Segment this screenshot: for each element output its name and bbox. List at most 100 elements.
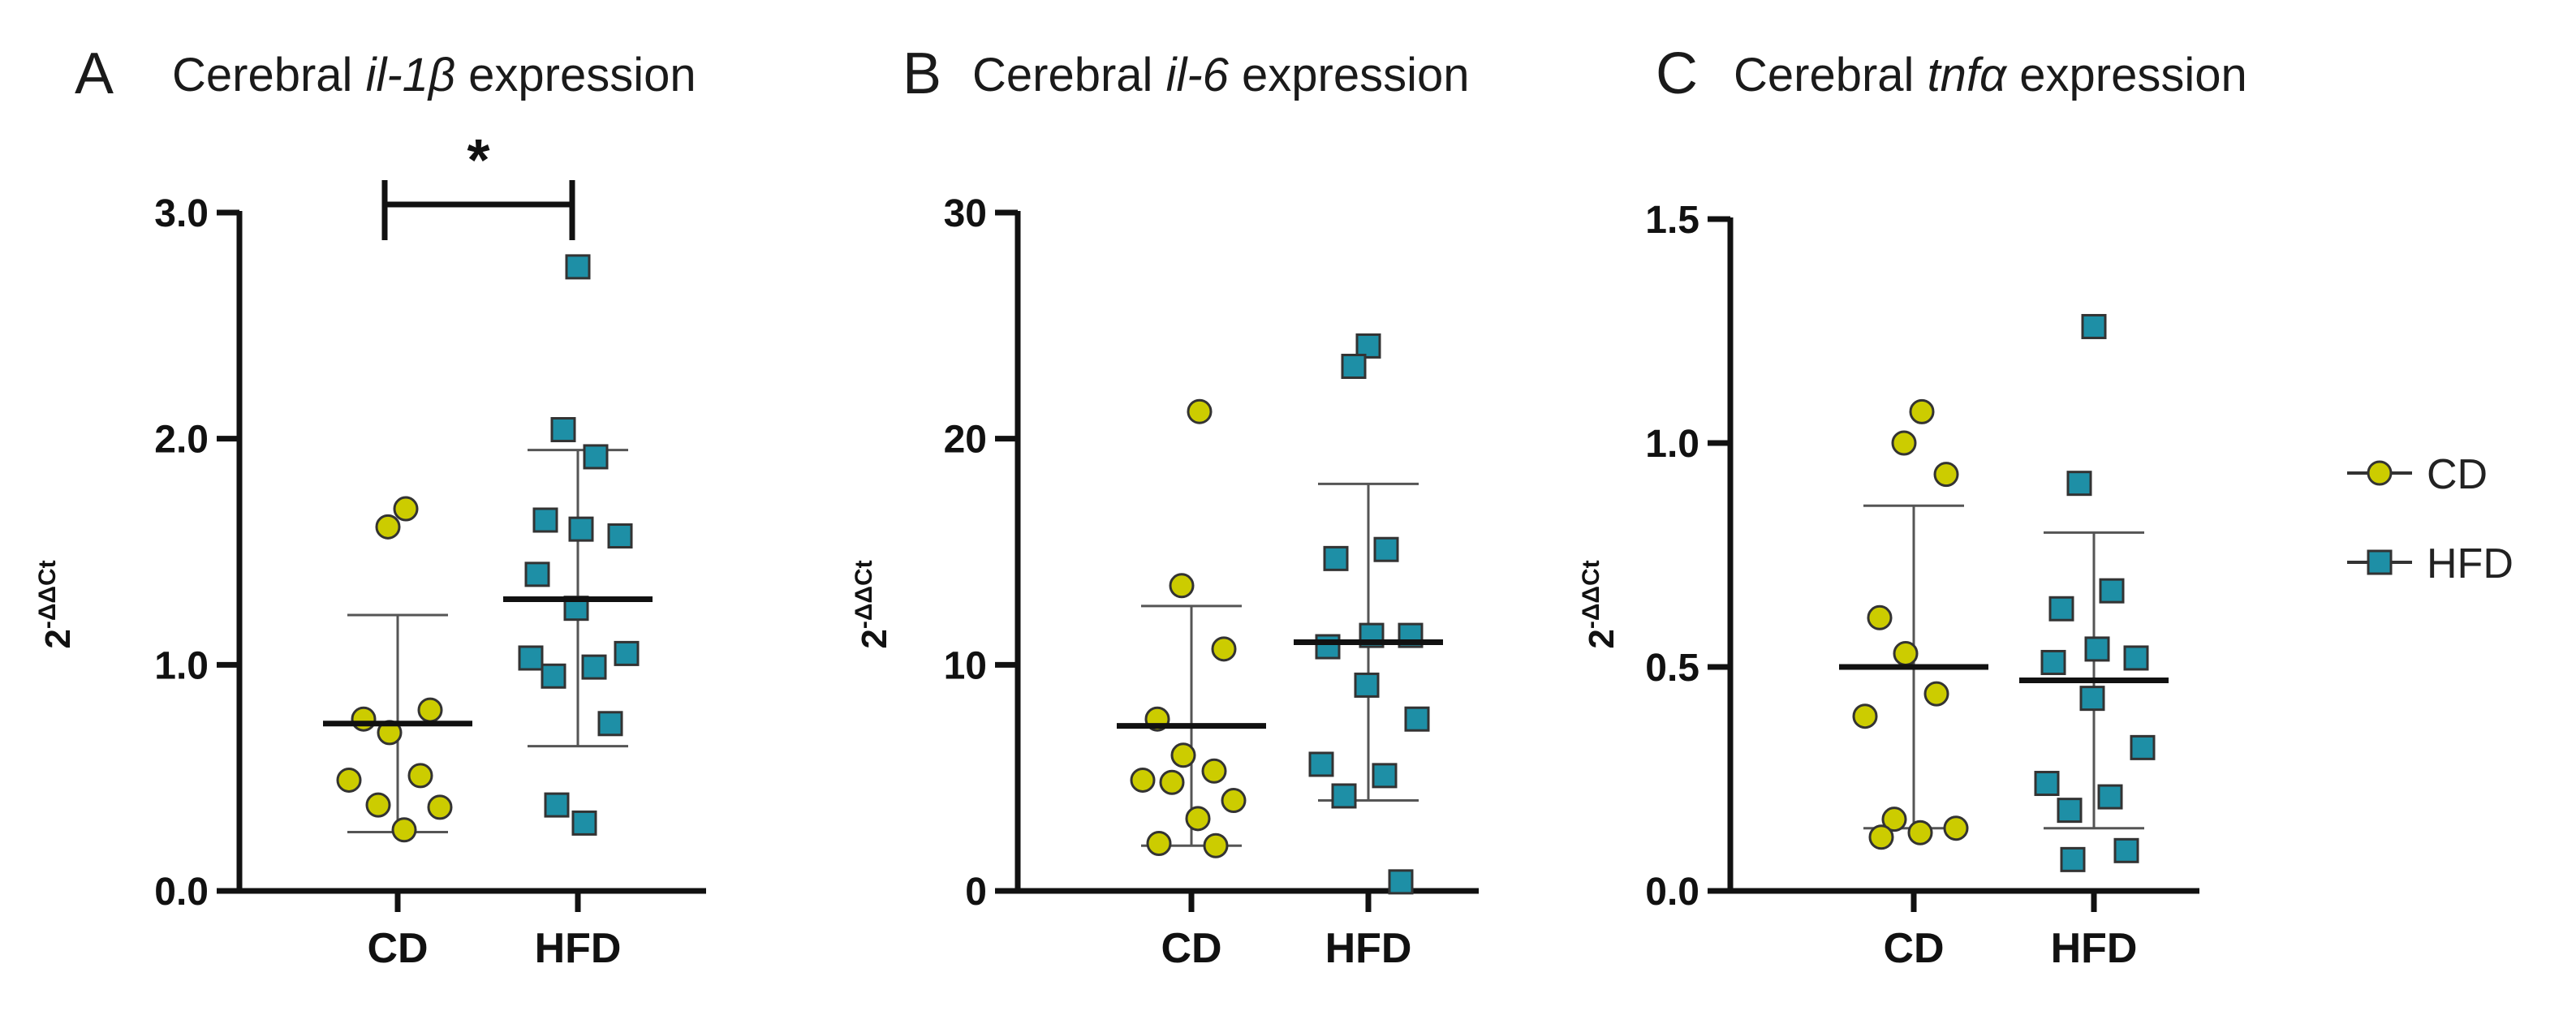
panel-c-y-tick-label: 0.0	[1645, 871, 1699, 914]
panel-c-title-gene: tnfα	[1928, 49, 2008, 101]
panel-c-title-prefix: Cerebral	[1734, 49, 1914, 101]
panel-a-x-tick-label: CD	[367, 925, 428, 972]
panel-a-plot: 0.0 1.0 2.0 3.0 CD HFD *	[154, 128, 706, 972]
panel-c-y-tick-label: 1.0	[1645, 423, 1699, 466]
panel-a-x-tick-label: HFD	[535, 925, 622, 972]
panel-c-cd-point	[1868, 824, 1894, 850]
panel-b-hfd-point	[1404, 706, 1430, 732]
panel-a-cd-point	[336, 767, 362, 793]
panel-a-hfd-point	[614, 640, 640, 666]
panel-c-hfd-point	[2060, 846, 2086, 872]
panel-b-hfd-point	[1373, 536, 1399, 562]
panel-a-hfd-point	[597, 711, 623, 737]
panel-c-y-tick-label: 1.5	[1645, 199, 1699, 242]
panel-c-y-axis-label-base: 2	[1582, 629, 1622, 648]
panel-a-y-tick-label: 3.0	[154, 192, 209, 235]
panel-c-y-axis-label: 2-ΔΔCt	[1578, 560, 1622, 648]
panel-a-hfd-point	[524, 561, 550, 587]
legend: CD HFD	[2347, 451, 2514, 587]
panel-c-cd-point	[1907, 820, 1933, 845]
panel-b-x-tick-label: HFD	[1325, 925, 1412, 972]
panel-c-hfd-point	[2057, 798, 2083, 824]
panel-a-hfd-point	[532, 507, 558, 533]
panel-a: A Cerebral il-1β expression 2-ΔΔCt 0.0 1.…	[34, 41, 706, 972]
panel-b-hfd-point	[1308, 751, 1334, 777]
panel-a-hfd-point	[571, 810, 597, 836]
panel-a-hfd-point	[544, 792, 570, 818]
panel-b-hfd-point	[1354, 672, 1380, 698]
panel-b-title-prefix: Cerebral	[972, 49, 1152, 101]
panel-b-cd-point	[1203, 832, 1229, 858]
panel-c-y-axis-label-exp: -ΔΔCt	[1578, 560, 1605, 629]
panel-a-cd-point	[351, 706, 377, 732]
panel-c-title: Cerebral tnfα expression	[1734, 49, 2247, 101]
panel-b-cd-point	[1170, 742, 1196, 768]
panel-b-cd-point	[1185, 806, 1211, 832]
legend-item-hfd: HFD	[2347, 540, 2514, 587]
panel-a-title: Cerebral il-1β expression	[172, 49, 696, 101]
panel-a-y-tick-label: 2.0	[154, 419, 209, 462]
panel-b-title-suffix: expression	[1242, 49, 1469, 101]
panel-a-y-tick-label: 1.0	[154, 644, 209, 687]
panel-a-cd-point	[375, 514, 401, 540]
panel-c-cd-point	[1893, 640, 1919, 666]
panel-a-y-axis-label-base: 2	[38, 629, 78, 648]
panel-b-y-axis-label: 2-ΔΔCt	[851, 560, 894, 648]
panel-b-cd-point	[1221, 788, 1247, 814]
panel-b-cd-point	[1146, 830, 1172, 856]
panel-b: B Cerebral il-6 expression 2-ΔΔCt 0 10 20 3…	[851, 41, 1479, 972]
panel-a-y-axis-label: 2-ΔΔCt	[34, 560, 78, 648]
panel-a-y-tick-label: 0.0	[154, 871, 209, 914]
panel-a-hfd-point	[581, 654, 607, 680]
panel-b-hfd-point	[1331, 783, 1357, 809]
panel-b-cd-point	[1201, 758, 1227, 784]
panel-c-hfd-point	[2081, 313, 2107, 339]
panel-a-cd-point	[365, 792, 391, 818]
panel-a-hfd-point	[518, 645, 544, 671]
panel-a-title-gene: il-1β	[366, 49, 455, 101]
panel-c-hfd-point	[2084, 636, 2110, 662]
panel-a-significance-star: *	[467, 128, 489, 193]
panel-b-y-tick-label: 10	[944, 644, 987, 687]
panel-b-cd-point	[1169, 573, 1195, 599]
panel-b-hfd-point	[1372, 763, 1398, 789]
panel-c-y-tick-label: 0.5	[1645, 647, 1699, 690]
panel-a-letter: A	[75, 41, 114, 106]
panel-b-hfd-point	[1388, 869, 1414, 895]
panel-c-hfd-point	[2066, 471, 2092, 497]
panel-b-letter: B	[902, 41, 941, 106]
panel-b-y-axis-label-exp: -ΔΔCt	[851, 560, 877, 629]
panel-b-y-tick-label: 20	[944, 419, 987, 462]
panel-a-hfd-point	[550, 417, 576, 443]
panel-a-hfd-point	[568, 516, 594, 542]
panel-c-x-tick-label: HFD	[2051, 925, 2138, 972]
panel-c-hfd-point	[2130, 734, 2156, 760]
panel-c-hfd-point	[2123, 645, 2149, 671]
legend-item-cd: CD	[2347, 451, 2488, 498]
panel-c-cd-point	[1881, 807, 1907, 832]
legend-cd-marker	[2367, 460, 2393, 486]
panel-c-hfd-point	[2040, 649, 2066, 675]
panel-c-plot: 0.0 0.5 1.0 1.5 CD HFD	[1645, 199, 2199, 972]
panel-a-hfd-point	[607, 523, 633, 549]
panel-b-hfd-point	[1315, 634, 1341, 660]
panel-b-title: Cerebral il-6 expression	[972, 49, 1470, 101]
panel-b-hfd-point	[1355, 333, 1381, 359]
panel-a-hfd-point	[541, 663, 566, 689]
panel-a-cd-point	[393, 496, 419, 522]
panel-c: C Cerebral tnfα expression 2-ΔΔCt 0.0 0.5…	[1578, 41, 2247, 972]
panel-b-cd-point	[1159, 769, 1185, 795]
panel-c-hfd-point	[2079, 686, 2105, 712]
panel-a-cd-point	[427, 794, 453, 820]
panel-a-title-prefix: Cerebral	[172, 49, 352, 101]
panel-b-y-tick-label: 0	[965, 871, 987, 914]
panel-a-hfd-point	[565, 254, 591, 280]
panel-a-cd-point	[417, 697, 443, 723]
panel-c-hfd-point	[2097, 784, 2123, 810]
panel-c-cd-point	[1933, 462, 1959, 488]
panel-b-cd-point	[1211, 636, 1237, 662]
panel-a-y-axis-label-exp: -ΔΔCt	[34, 560, 61, 629]
legend-hfd-label: HFD	[2427, 540, 2514, 587]
panel-a-hfd-point	[583, 444, 609, 470]
panel-c-hfd-point	[2034, 771, 2060, 797]
